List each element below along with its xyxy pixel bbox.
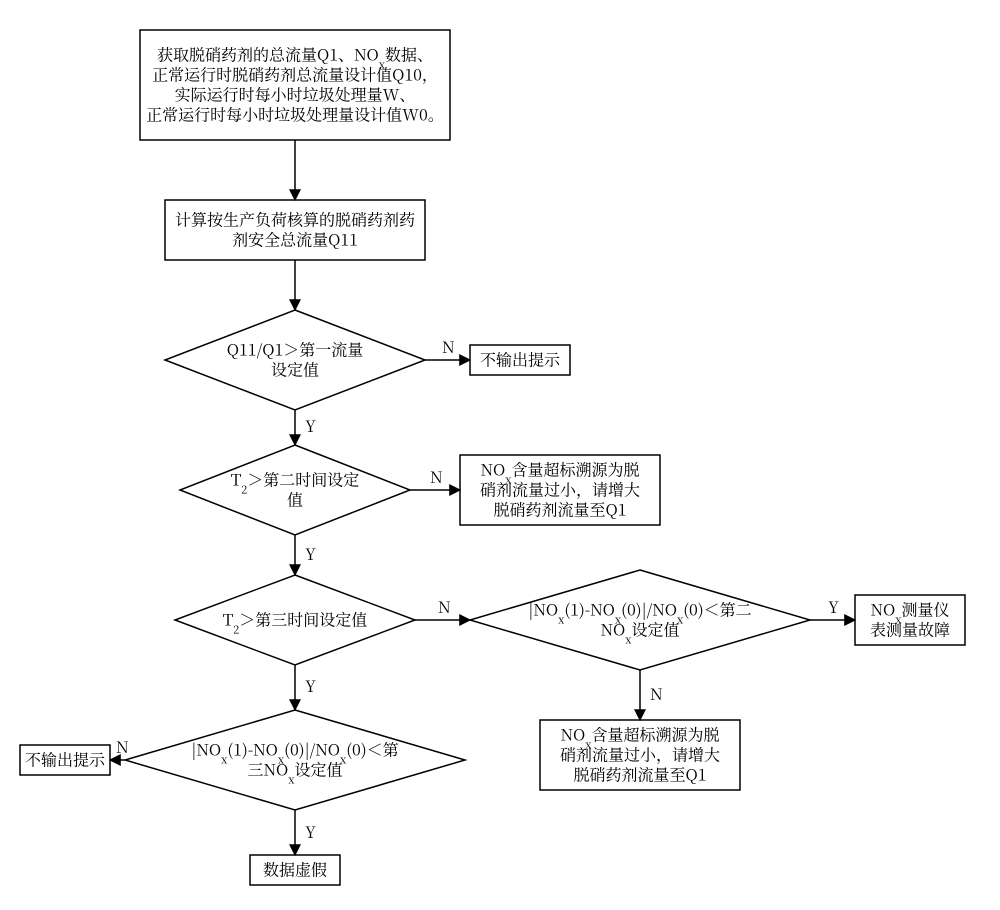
edge-d3-d4: N (415, 595, 470, 620)
edge-label: Y (828, 595, 839, 618)
edge-label: Y (305, 674, 316, 697)
edge-d4-fault: Y (810, 595, 855, 620)
edge-d2-d3: Y (295, 535, 316, 575)
edge-label: N (650, 682, 663, 705)
edge-label: N (430, 465, 443, 488)
edge-label: Y (305, 542, 316, 565)
svg-text:设定值: 设定值 (271, 358, 319, 381)
edge-label: N (442, 335, 455, 358)
edge-label: N (438, 595, 451, 618)
edge-d5-fake: Y (295, 810, 316, 855)
edge-label: N (116, 735, 129, 758)
svg-text:剂安全总流量Q11: 剂安全总流量Q11 (232, 228, 358, 251)
svg-text:数据虚假: 数据虚假 (263, 858, 327, 881)
svg-text:不输出提示: 不输出提示 (480, 348, 561, 371)
edge-label: Y (305, 820, 316, 843)
edge-label: Y (305, 414, 316, 437)
edge-d3-d5: Y (295, 665, 316, 710)
svg-text:正常运行时每小时垃圾处理量设计值W0。: 正常运行时每小时垃圾处理量设计值W0。 (146, 103, 444, 126)
svg-text:不输出提示: 不输出提示 (25, 748, 106, 771)
svg-text:脱硝药剂流量至Q1: 脱硝药剂流量至Q1 (493, 498, 626, 521)
edge-d1-d2: Y (295, 410, 316, 445)
svg-text:表测量故障: 表测量故障 (870, 618, 950, 641)
svg-text:脱硝药剂流量至Q1: 脱硝药剂流量至Q1 (573, 763, 706, 786)
edge-d2-msg1: N (410, 465, 460, 490)
svg-text:值: 值 (287, 488, 303, 511)
edge-d1-noout1: N (425, 335, 470, 360)
edge-d5-noout2: N (110, 735, 129, 760)
edge-d4-msg2: N (640, 670, 663, 720)
